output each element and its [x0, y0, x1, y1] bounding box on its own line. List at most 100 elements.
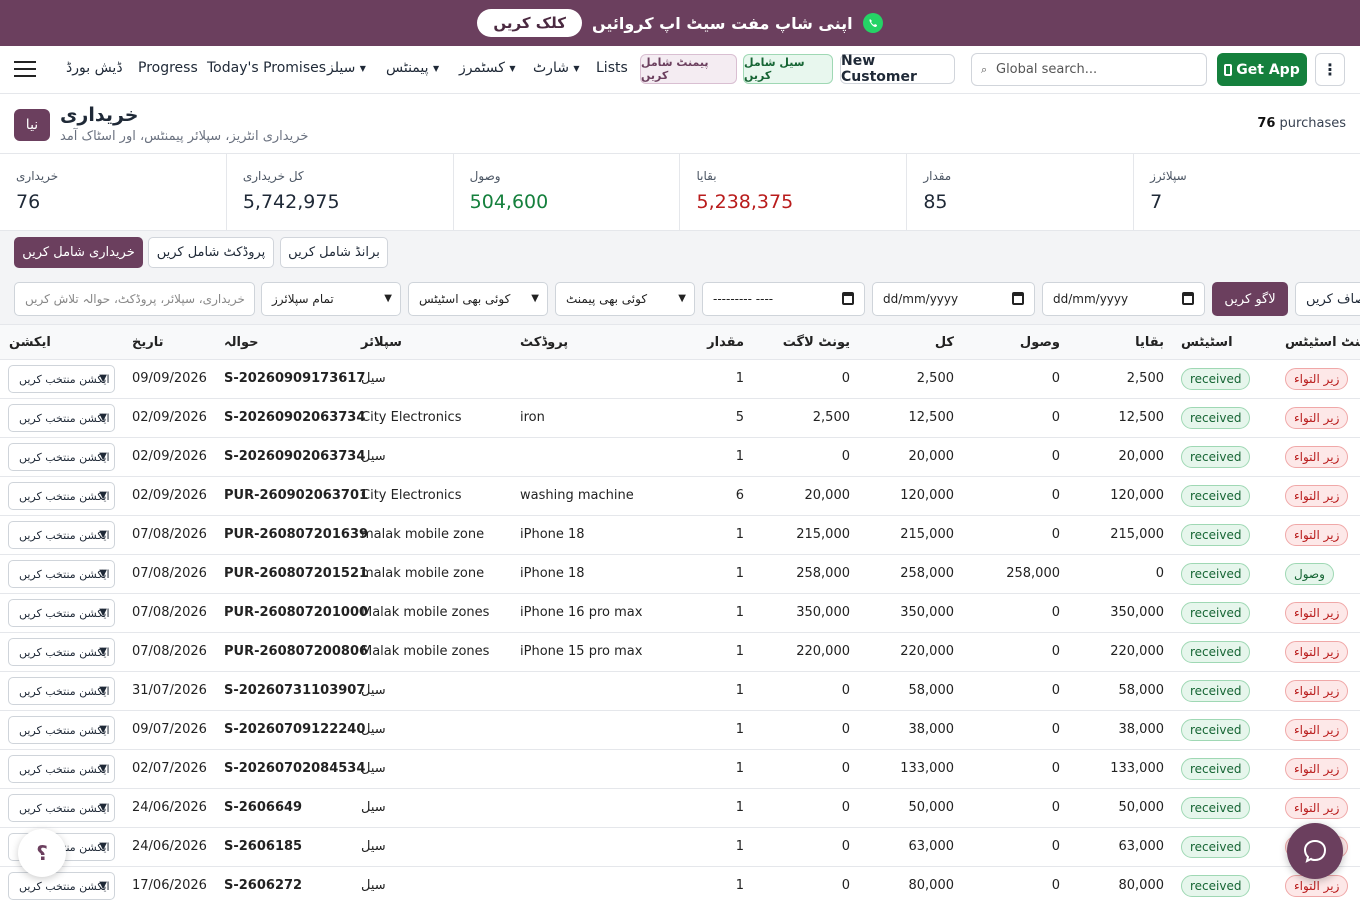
- cell-ref[interactable]: PUR-260807201639: [224, 527, 369, 542]
- row-action-select[interactable]: ایکشن منتخب کریں▼: [8, 443, 115, 471]
- cell-unit-cost: 0: [841, 371, 850, 386]
- cell-ref[interactable]: PUR-260807201000: [224, 605, 369, 620]
- banner-click-button[interactable]: کلک کریں: [477, 9, 582, 37]
- chevron-down-icon: ▼: [99, 490, 107, 501]
- status-badge: received: [1181, 446, 1251, 468]
- date-from-input[interactable]: dd/mm/yyyy: [872, 282, 1035, 316]
- cell-ref[interactable]: S-2606185: [224, 839, 303, 854]
- cell-balance: 38,000: [1118, 722, 1165, 737]
- cell-qty: 1: [735, 800, 744, 815]
- new-customer-button[interactable]: New Customer: [840, 53, 955, 85]
- status-badge: received: [1181, 797, 1251, 819]
- cell-date: 07/08/2026: [132, 566, 207, 581]
- col-qty: مقدار: [707, 335, 744, 350]
- add-purchase-button[interactable]: خریداری شامل کریں: [14, 237, 143, 268]
- row-action-select[interactable]: ایکشن منتخب کریں▼: [8, 365, 115, 393]
- caret-down-icon: ▼: [432, 63, 440, 73]
- status-badge: received: [1181, 836, 1251, 858]
- row-action-select[interactable]: ایکشن منتخب کریں▼: [8, 404, 115, 432]
- cell-date: 07/08/2026: [132, 644, 207, 659]
- calendar-icon[interactable]: [842, 292, 854, 305]
- chat-icon[interactable]: [1287, 823, 1343, 879]
- add-product-button[interactable]: پروڈکٹ شامل کریں: [148, 237, 274, 268]
- row-action-select[interactable]: ایکشن منتخب کریں▼: [8, 599, 115, 627]
- cell-ref[interactable]: PUR-260902063701: [224, 488, 369, 503]
- cell-received: 258,000: [1006, 566, 1060, 581]
- cell-ref[interactable]: S-20260702084534: [224, 761, 366, 776]
- stat-label: بقایا: [696, 169, 717, 183]
- payment-filter-select[interactable]: کوئی بھی پیمنٹ ▼: [555, 282, 695, 316]
- date-to-input[interactable]: dd/mm/yyyy: [1042, 282, 1205, 316]
- stat-value: 5,238,375: [696, 191, 794, 213]
- more-menu-icon[interactable]: ⋮: [1315, 53, 1345, 86]
- whatsapp-icon[interactable]: [862, 13, 883, 33]
- row-action-value: ایکشن منتخب کریں: [19, 801, 110, 815]
- row-action-select[interactable]: ایکشن منتخب کریں▼: [8, 872, 115, 900]
- table-row: ایکشن منتخب کریں ▼ 24/06/2026 S-2606649 سیل 1…: [0, 789, 1360, 828]
- cell-ref[interactable]: S-20260731103907: [224, 683, 366, 698]
- nav-dashboard[interactable]: ڈیش بورڈ: [66, 60, 123, 76]
- nav-payments[interactable]: پیمنٹس ▼: [386, 60, 443, 76]
- status-badge: received: [1181, 758, 1251, 780]
- cell-ref[interactable]: S-2606649: [224, 800, 303, 815]
- nav-lists[interactable]: Lists: [596, 60, 628, 76]
- cell-ref[interactable]: S-20260709122240: [224, 722, 366, 737]
- apply-filters-button[interactable]: لاگو کریں: [1212, 282, 1288, 316]
- payment-status-badge: زیر التواء: [1285, 602, 1349, 624]
- cell-unit-cost: 0: [841, 761, 850, 776]
- add-brand-button[interactable]: برانڈ شامل کریں: [280, 237, 388, 268]
- nav-shart[interactable]: شارٹ ▼: [533, 60, 584, 76]
- cell-ref[interactable]: S-2606272: [224, 878, 303, 893]
- status-badge: received: [1181, 407, 1251, 429]
- chevron-down-icon: ▼: [99, 412, 107, 423]
- cell-ref[interactable]: S-20260902063734: [224, 449, 366, 464]
- cell-supplier: سیل: [361, 878, 386, 893]
- col-balance: بقایا: [1135, 335, 1164, 350]
- nav-todays-promises[interactable]: Today's Promises: [207, 60, 327, 76]
- cell-balance: 0: [1155, 566, 1164, 581]
- table-row: ایکشن منتخب کریں ▼ 07/08/2026 PUR-260807201…: [0, 516, 1360, 555]
- row-action-value: ایکشن منتخب کریں: [19, 879, 110, 893]
- row-action-select[interactable]: ایکشن منتخب کریں▼: [8, 560, 115, 588]
- purchase-search-input[interactable]: خریداری، سپلائر، پروڈکٹ، حوالہ تلاش کریں: [14, 282, 255, 316]
- cell-ref[interactable]: PUR-260807201521: [224, 566, 369, 581]
- nav-shart-label: شارٹ: [533, 60, 569, 76]
- row-action-value: ایکشن منتخب کریں: [19, 372, 110, 386]
- status-badge: received: [1181, 641, 1251, 663]
- cell-ref[interactable]: PUR-260807200806: [224, 644, 369, 659]
- nav-customers[interactable]: کسٹمرز ▼: [459, 60, 520, 76]
- row-action-select[interactable]: ایکشن منتخب کریں▼: [8, 677, 115, 705]
- calendar-icon[interactable]: [1182, 292, 1194, 305]
- cell-total: 63,000: [908, 839, 955, 854]
- help-button[interactable]: ؟: [18, 829, 66, 877]
- row-action-select[interactable]: ایکشن منتخب کریں▼: [8, 638, 115, 666]
- row-action-select[interactable]: ایکشن منتخب کریں▼: [8, 794, 115, 822]
- get-app-button[interactable]: Get App: [1217, 53, 1307, 86]
- nav-sales[interactable]: سیلز ▼: [327, 60, 370, 76]
- status-filter-select[interactable]: کوئی بھی اسٹیٹس ▼: [408, 282, 548, 316]
- row-action-select[interactable]: ایکشن منتخب کریں▼: [8, 716, 115, 744]
- calendar-icon[interactable]: [1012, 292, 1024, 305]
- new-purchase-button[interactable]: نیا: [14, 109, 50, 141]
- nav-progress[interactable]: Progress: [138, 60, 198, 76]
- chevron-down-icon: ▼: [99, 529, 107, 540]
- cell-ref[interactable]: S-20260902063734: [224, 410, 366, 425]
- cell-total: 215,000: [900, 527, 954, 542]
- month-filter-input[interactable]: --------- ----: [702, 282, 865, 316]
- status-badge: received: [1181, 563, 1251, 585]
- row-action-select[interactable]: ایکشن منتخب کریں▼: [8, 482, 115, 510]
- cell-qty: 1: [735, 605, 744, 620]
- cell-balance: 120,000: [1110, 488, 1164, 503]
- cell-ref[interactable]: S-20260909173617: [224, 371, 366, 386]
- global-search-input[interactable]: ⌕ Global search...: [971, 53, 1207, 86]
- add-sale-button[interactable]: سیل شامل کریں: [743, 54, 833, 84]
- status-badge: received: [1181, 368, 1251, 390]
- supplier-filter-select[interactable]: تمام سپلائرز ▼: [261, 282, 401, 316]
- row-action-select[interactable]: ایکشن منتخب کریں▼: [8, 755, 115, 783]
- stat-label: خریداری: [16, 169, 59, 183]
- row-action-select[interactable]: ایکشن منتخب کریں▼: [8, 521, 115, 549]
- menu-icon[interactable]: [14, 58, 36, 78]
- clear-filters-button[interactable]: صاف کریں: [1295, 282, 1360, 316]
- add-payment-button[interactable]: پیمنٹ شامل کریں: [640, 54, 737, 84]
- row-action-value: ایکشن منتخب کریں: [19, 723, 110, 737]
